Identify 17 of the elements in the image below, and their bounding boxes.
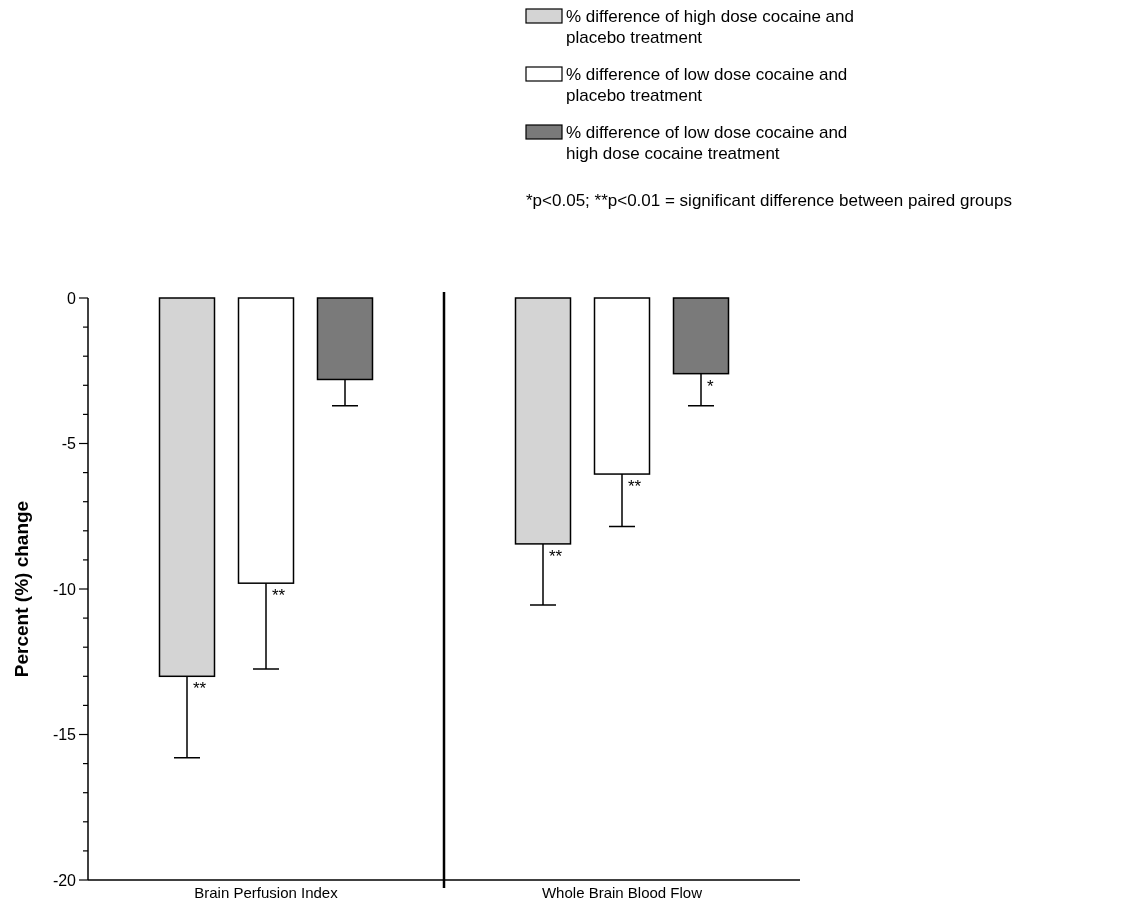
data-label: * xyxy=(707,376,714,396)
data-label: ** xyxy=(272,586,286,606)
legend-label: % difference of low dose cocaine and placebo treatment xyxy=(566,65,848,105)
data-label: ** xyxy=(193,679,207,699)
legend-label: % difference of low dose cocaine and high dose cocaine treatment xyxy=(566,123,848,163)
y-tick-label: -10 xyxy=(52,580,77,598)
data-label: ** xyxy=(549,546,563,566)
y-tick-label: -15 xyxy=(52,726,77,744)
legend-label: % difference of high dose cocaine and placebo treatment xyxy=(566,7,854,47)
y-axis-title: Percent (%) change xyxy=(11,500,32,678)
text: *p<0.05; **p<0.01 = significant difference between paired groups xyxy=(526,191,1012,210)
data-label: ** xyxy=(628,477,642,497)
y-tick-label: 0 xyxy=(67,289,77,307)
y-tick-label: -5 xyxy=(61,435,77,453)
y-tick-label: -20 xyxy=(52,871,77,889)
x-tick-label: Whole Brain Blood Flow xyxy=(541,884,703,901)
x-tick-label: Brain Perfusion Index xyxy=(194,884,339,901)
